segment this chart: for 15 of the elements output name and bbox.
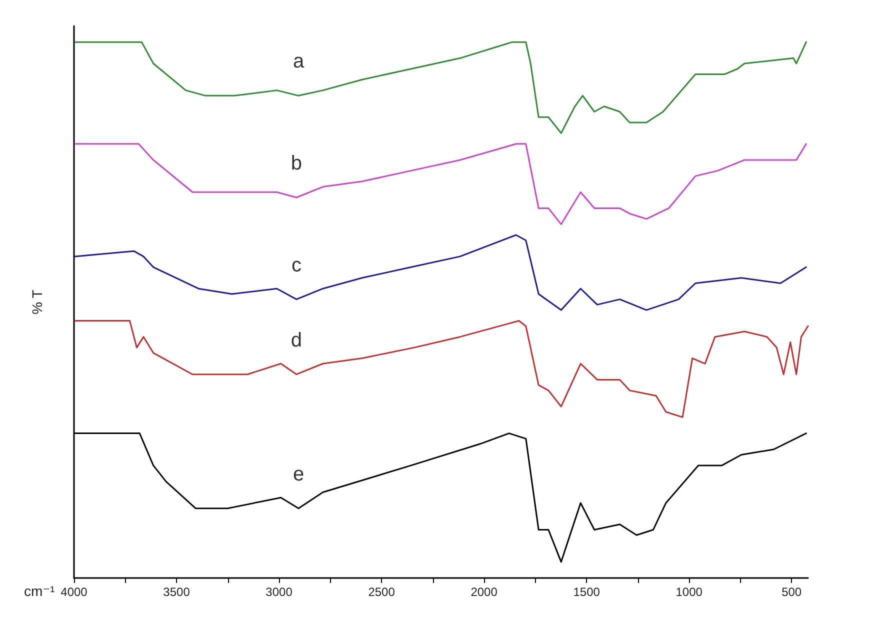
x-axis-title: cm⁻¹ [24,583,56,599]
x-tick-label: 2000 [470,585,498,599]
y-axis-title: % T [29,289,45,314]
x-tick-label: 1500 [573,585,600,599]
x-tick-label: 3500 [163,585,190,599]
x-tick-label: 1000 [676,585,703,599]
x-tick-label: 2500 [368,585,396,599]
x-tick-label: 3000 [266,585,293,599]
series-label: e [292,463,304,486]
series-label: a [292,50,305,73]
series-label: d [290,329,302,352]
x-tick-label: 500 [782,585,802,599]
series-label: c [291,254,302,276]
x-tick-label: 4000 [60,585,88,599]
series-label: b [290,152,302,174]
